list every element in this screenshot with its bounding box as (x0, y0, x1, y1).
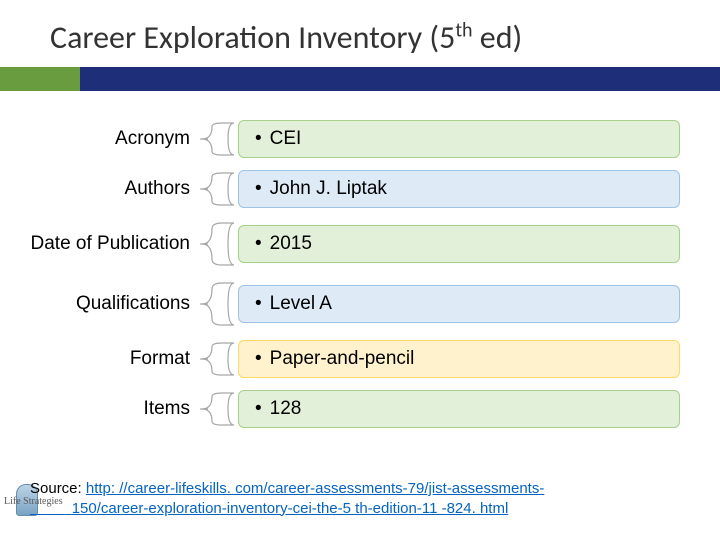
connector-bracket (198, 117, 238, 161)
info-row: Qualifications • Level A (0, 277, 680, 331)
bullet-icon: • (255, 293, 262, 315)
value-pill: • 128 (238, 390, 680, 428)
connector-bracket (198, 167, 238, 211)
row-label: Qualifications (0, 294, 198, 315)
divider-green-segment (0, 67, 80, 91)
row-value: CEI (270, 128, 302, 150)
row-value: John J. Liptak (270, 178, 387, 200)
source-citation: Source: http: //career-lifeskills. com/c… (30, 479, 700, 518)
value-pill: • John J. Liptak (238, 170, 680, 208)
value-pill: • CEI (238, 120, 680, 158)
info-row: Acronym • CEI (0, 117, 680, 161)
title-text-main: Career Exploration Inventory (5 (50, 18, 455, 57)
row-label: Date of Publication (0, 234, 198, 255)
connector-bracket (198, 337, 238, 381)
row-value: 2015 (270, 233, 312, 255)
row-value: 128 (270, 398, 302, 420)
connector-bracket (198, 277, 238, 331)
value-pill: • Paper-and-pencil (238, 340, 680, 378)
connector-bracket (198, 217, 238, 271)
row-label: Format (0, 349, 198, 370)
row-label: Authors (0, 179, 198, 200)
info-row: Format • Paper-and-pencil (0, 337, 680, 381)
source-link[interactable]: http: //career-lifeskills. com/career-as… (30, 480, 544, 517)
row-label: Items (0, 399, 198, 420)
bullet-icon: • (255, 128, 262, 150)
value-pill: • 2015 (238, 225, 680, 263)
slide-title: Career Exploration Inventory (5th ed) (0, 0, 720, 67)
info-row: Items • 128 (0, 387, 680, 431)
content-area: Acronym • CEI Authors • John J. Liptak Date … (0, 91, 720, 431)
title-superscript: th (455, 18, 472, 42)
row-value: Paper-and-pencil (270, 348, 415, 370)
bullet-icon: • (255, 348, 262, 370)
info-row: Authors • John J. Liptak (0, 167, 680, 211)
row-value: Level A (270, 293, 332, 315)
connector-bracket (198, 387, 238, 431)
title-text-end: ed) (473, 18, 523, 57)
bullet-icon: • (255, 178, 262, 200)
value-pill: • Level A (238, 285, 680, 323)
bullet-icon: • (255, 233, 262, 255)
divider-bar (0, 67, 720, 91)
bullet-icon: • (255, 398, 262, 420)
divider-navy-segment (80, 67, 720, 91)
row-label: Acronym (0, 129, 198, 150)
info-row: Date of Publication • 2015 (0, 217, 680, 271)
source-label: Source: (30, 480, 86, 497)
